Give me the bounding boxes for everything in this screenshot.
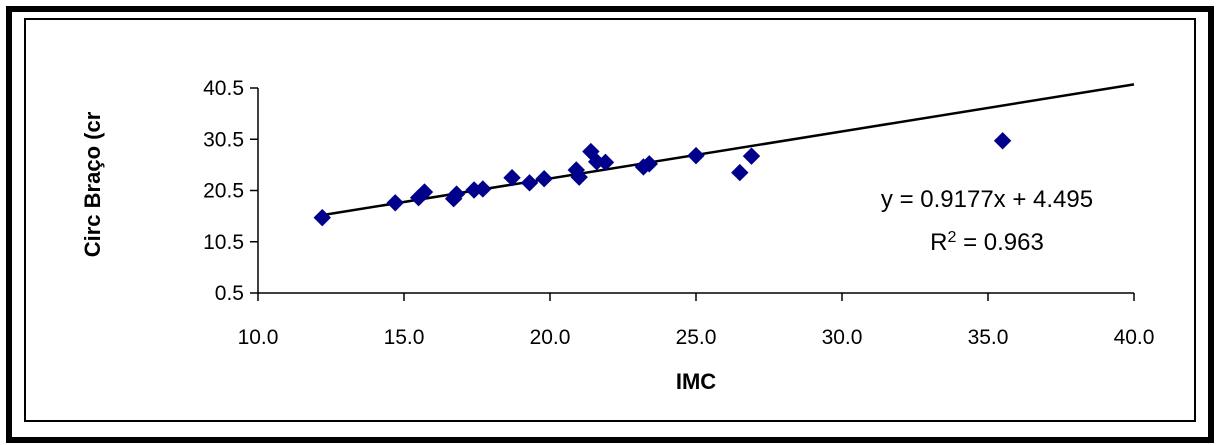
x-tick-label: 20.0 xyxy=(530,326,571,349)
data-point-diamond xyxy=(570,168,588,186)
trendline-equation: y = 0.9177x + 4.495 xyxy=(881,186,1093,213)
r-squared-value: = 0.963 xyxy=(956,229,1043,256)
data-point-diamond xyxy=(993,132,1012,150)
x-axis-title: IMC xyxy=(676,369,716,394)
data-point-diamond xyxy=(742,147,761,165)
y-tick-label: 0.5 xyxy=(215,282,244,305)
chart-inner-frame xyxy=(24,18,1196,422)
data-point-diamond xyxy=(313,208,331,227)
data-points xyxy=(313,132,1012,227)
y-tick-label: 40.5 xyxy=(203,77,244,100)
data-point-diamond xyxy=(474,180,492,198)
x-tick-label: 25.0 xyxy=(676,326,717,349)
data-point-diamond xyxy=(386,194,404,212)
data-point-diamond xyxy=(503,168,521,187)
data-point-diamond xyxy=(447,185,466,203)
r-squared-prefix: R xyxy=(930,229,947,256)
r-squared-label: R2 = 0.963 xyxy=(930,229,1044,257)
x-tick-label: 15.0 xyxy=(384,326,425,349)
x-tick-label: 35.0 xyxy=(968,326,1009,349)
data-point-diamond xyxy=(520,174,539,192)
x-tick-label: 10.0 xyxy=(238,326,279,349)
x-tick-label: 40.0 xyxy=(1114,326,1155,349)
data-point-diamond xyxy=(535,170,553,188)
y-axis-title: Circ Braço (cr xyxy=(80,111,105,257)
data-point-diamond xyxy=(596,153,615,172)
y-ticks: 0.5 10.5 20.5 30.5 40.5 xyxy=(203,77,258,305)
data-point-diamond xyxy=(731,163,749,182)
x-tick-label: 30.0 xyxy=(822,326,863,349)
x-ticks: 10.0 15.0 20.0 25.0 30.0 35.0 40.0 xyxy=(238,293,1155,349)
y-tick-label: 30.5 xyxy=(203,128,244,151)
data-point-diamond xyxy=(640,155,658,173)
data-point-diamond xyxy=(687,146,705,165)
data-point-diamond xyxy=(415,183,434,201)
y-tick-label: 20.5 xyxy=(203,180,244,203)
y-tick-label: 10.5 xyxy=(203,231,244,254)
r-squared-superscript: 2 xyxy=(948,229,957,246)
